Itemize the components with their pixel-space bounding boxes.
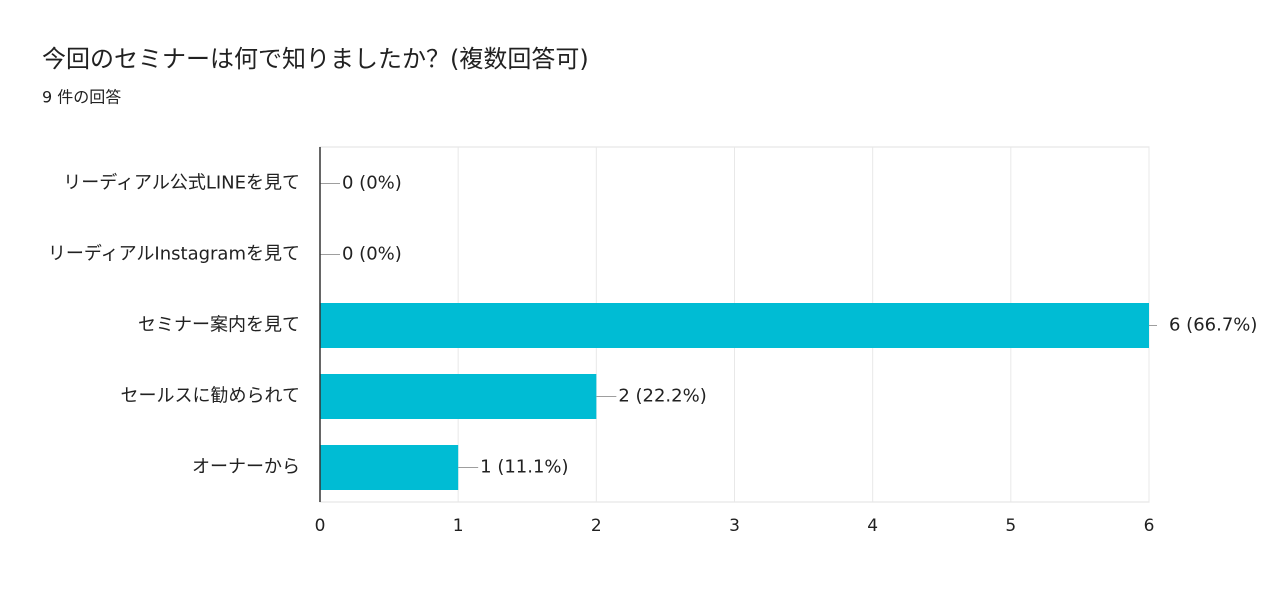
x-tick-label: 1: [453, 516, 464, 536]
y-tick-label: リーディアル公式LINEを見て: [63, 173, 300, 194]
x-tick-label: 2: [591, 516, 602, 536]
data-label: 0 (0%): [342, 173, 402, 194]
data-label: 2 (22.2%): [618, 386, 706, 407]
y-tick-label: オーナーから: [192, 457, 300, 478]
bar: [320, 303, 1149, 348]
data-label: 0 (0%): [342, 244, 402, 265]
data-label: 6 (66.7%): [1169, 315, 1257, 336]
x-tick-label: 5: [1005, 516, 1016, 536]
y-tick-label: セミナー案内を見て: [138, 315, 300, 336]
bar: [320, 445, 459, 490]
x-tick-label: 4: [867, 516, 878, 536]
x-tick-label: 0: [315, 516, 326, 536]
bar: [320, 374, 597, 419]
chart-subtitle: 9 件の回答: [42, 88, 121, 107]
x-tick-label: 6: [1144, 516, 1155, 536]
y-tick-label: リーディアルInstagramを見て: [48, 244, 300, 265]
data-label: 1 (11.1%): [480, 457, 568, 478]
y-tick-label: セールスに勧められて: [121, 386, 300, 407]
chart-title: 今回のセミナーは何で知りましたか？(複数回答可): [42, 45, 589, 73]
x-tick-label: 3: [729, 516, 740, 536]
